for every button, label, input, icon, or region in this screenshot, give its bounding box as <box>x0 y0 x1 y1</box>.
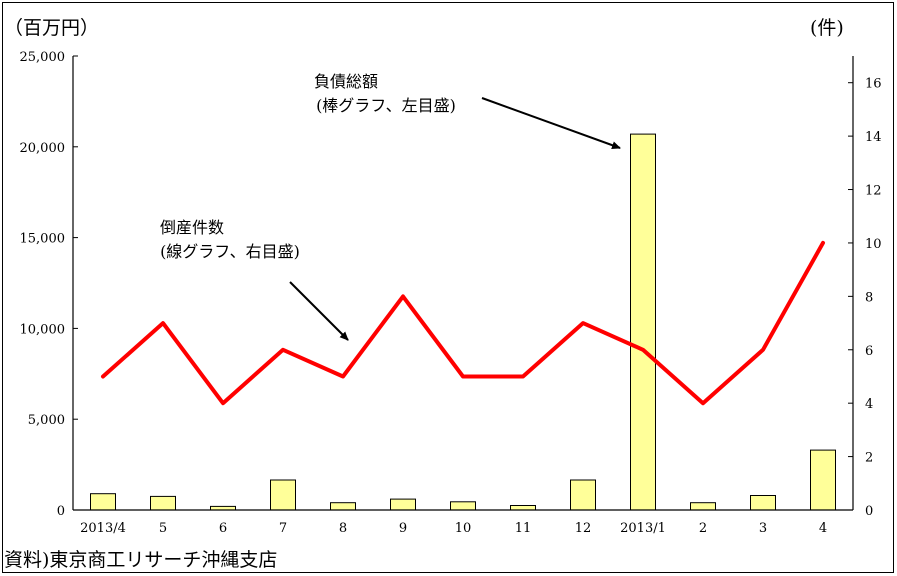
x-tick-label-10: 2 <box>699 521 707 536</box>
bar-0 <box>90 493 116 511</box>
right-tick-label-8: 16 <box>865 77 882 92</box>
annotation-count-subtitle: (線グラフ、右目盛) <box>160 242 300 261</box>
left-tick-label-4: 20,000 <box>20 141 66 156</box>
left-tick-label-2: 10,000 <box>20 322 66 337</box>
right-tick-label-3: 6 <box>865 344 873 359</box>
line-point-12 <box>821 241 825 245</box>
bar-8 <box>570 479 596 511</box>
count-line <box>101 240 825 406</box>
bar-1 <box>150 495 176 511</box>
left-tick-label-0: 0 <box>57 504 65 519</box>
bar-9 <box>630 133 656 511</box>
x-tick-label-0: 2013/4 <box>80 521 126 536</box>
bar-7 <box>510 505 536 511</box>
left-tick-label-3: 15,000 <box>20 232 66 247</box>
bar-12 <box>810 449 836 511</box>
right-tick-label-2: 4 <box>865 397 873 412</box>
annotation-count-arrow <box>289 281 349 341</box>
bar-3 <box>270 479 296 511</box>
line-point-3 <box>281 348 285 352</box>
annotation-debt-arrow <box>481 97 621 150</box>
annotation-debt-subtitle: (棒グラフ、左目盛) <box>316 96 456 115</box>
line-point-2 <box>221 401 225 405</box>
x-tick-label-7: 11 <box>515 521 532 536</box>
annotation-count: 倒産件数 (線グラフ、右目盛) <box>160 218 349 341</box>
x-tick-label-12: 4 <box>819 521 827 536</box>
line-point-4 <box>341 375 345 378</box>
x-tick-label-2: 6 <box>219 521 227 536</box>
x-tick-label-1: 5 <box>159 521 167 536</box>
x-tick-label-5: 9 <box>399 521 407 536</box>
annotation-debt-title: 負債総額 <box>314 72 378 91</box>
line-point-9 <box>641 348 645 352</box>
line-point-0 <box>101 375 105 378</box>
annotation-debt: 負債総額 (棒グラフ、左目盛) <box>314 72 621 150</box>
bar-4 <box>330 502 356 511</box>
x-tick-label-6: 10 <box>455 521 472 536</box>
x-tick-label-9: 2013/1 <box>620 521 666 536</box>
right-tick-label-0: 0 <box>865 504 873 519</box>
line-point-6 <box>461 375 465 378</box>
left-unit-label: （百万円） <box>4 17 99 39</box>
source-note: 資料)東京商工リサーチ沖縄支店 <box>4 549 277 571</box>
bar-10 <box>690 502 716 511</box>
right-tick-label-5: 10 <box>865 237 882 252</box>
left-tick-label-5: 25,000 <box>20 50 66 65</box>
line-point-11 <box>761 348 765 352</box>
right-tick-label-4: 8 <box>865 290 873 305</box>
x-tick-label-11: 3 <box>759 521 767 536</box>
bar-11 <box>750 495 776 511</box>
x-tick-label-8: 12 <box>575 521 592 536</box>
left-tick-label-1: 5,000 <box>28 413 65 428</box>
x-tick-label-3: 7 <box>279 521 287 536</box>
bar-5 <box>390 498 416 511</box>
line-point-7 <box>521 375 525 378</box>
right-tick-label-7: 14 <box>865 130 882 145</box>
bar-6 <box>450 501 476 511</box>
x-tick-label-4: 8 <box>339 521 347 536</box>
line-point-10 <box>701 401 705 405</box>
line-point-5 <box>401 294 405 298</box>
line-point-1 <box>161 321 165 325</box>
right-tick-label-1: 2 <box>865 451 873 466</box>
line-point-8 <box>581 321 585 325</box>
right-unit-label: (件) <box>810 17 844 39</box>
right-tick-label-6: 12 <box>865 184 882 199</box>
annotation-count-title: 倒産件数 <box>160 218 224 237</box>
